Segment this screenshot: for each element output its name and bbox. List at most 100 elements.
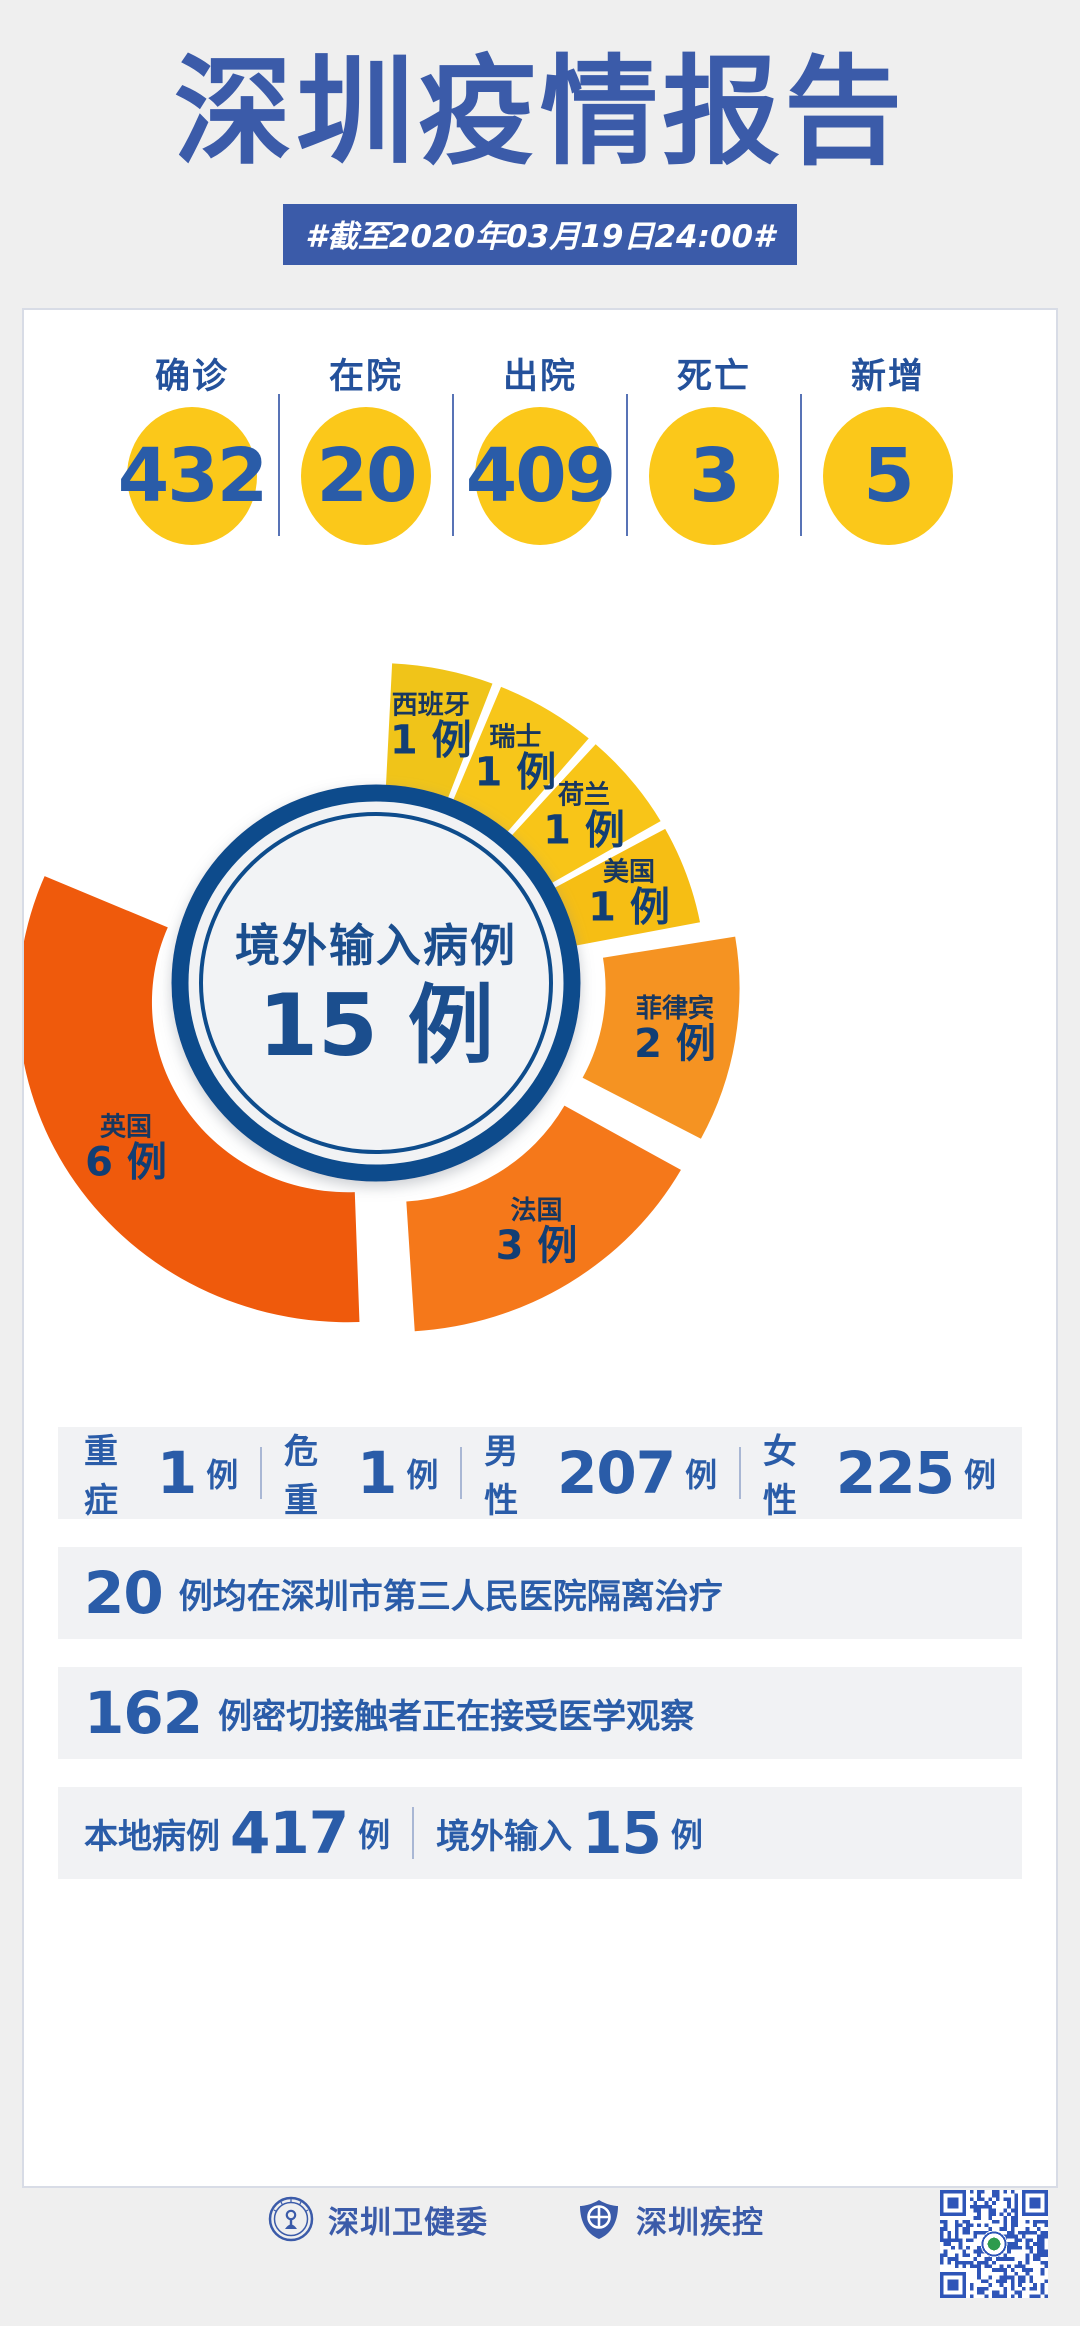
info-label: 重症 <box>84 1432 118 1521</box>
stat-deaths: 死亡 3 <box>628 348 800 545</box>
brand-label: 深圳疾控 <box>636 2204 764 2241</box>
info-divider <box>460 1447 463 1499</box>
cdc-shield-icon <box>580 2200 618 2239</box>
stat-value: 432 <box>117 433 268 519</box>
stat-circle: 3 <box>649 407 779 545</box>
info-text: 例均在深圳市第三人民医院隔离治疗 <box>178 1576 723 1617</box>
slice-country-label: 美国 <box>603 856 655 887</box>
stat-value: 3 <box>689 433 740 519</box>
donut-center-hub: 境外输入病例 15 例 <box>171 784 581 1182</box>
donut-slice-labels: 西班牙1 例瑞士1 例荷兰1 例美国1 例菲律宾2 例法国3 例英国6 例 <box>85 690 716 1269</box>
slice-country-label: 法国 <box>511 1196 563 1226</box>
brand-health-commission: 深圳卫健委 <box>268 2196 488 2242</box>
donut-slice-英国[interactable] <box>24 876 360 1323</box>
info-unit: 例 <box>963 1456 996 1494</box>
stat-divider <box>626 394 628 536</box>
donut-svg: 境外输入病例 15 例 西班牙1 例瑞士1 例荷兰1 例美国1 例菲律宾2 例法… <box>24 663 740 1332</box>
slice-count-label: 6 例 <box>85 1140 167 1186</box>
brand-label: 深圳卫健委 <box>328 2204 488 2241</box>
stat-value: 409 <box>465 433 616 519</box>
imported-cases-donut-chart: 境外输入病例 15 例 西班牙 1 例瑞士 1 例荷兰 1 例美国 1 例菲律宾 2 例法… <box>24 563 1060 1423</box>
stat-circle: 432 <box>118 407 268 545</box>
qr-code-icon[interactable] <box>940 2190 1048 2303</box>
stat-in-hospital: 在院 20 <box>280 348 452 545</box>
donut-slice-瑞士[interactable] <box>450 686 589 838</box>
info-row-severity-gender: 重症 1 例 危重 1 例 男性 207 例 女性 225 例 <box>58 1427 1022 1521</box>
info-unit: 例 <box>685 1456 718 1494</box>
info-value: 1 <box>156 1439 197 1507</box>
info-row-local-vs-imported: 本地病例 417 例 境外输入 15 例 <box>58 1787 1022 1879</box>
donut-center-title: 境外输入病例 <box>235 919 517 972</box>
info-unit: 例 <box>206 1456 239 1494</box>
info-label: 境外输入 <box>436 1816 573 1857</box>
detail-info-list: 重症 1 例 危重 1 例 男性 207 例 女性 225 例 20 例均在深圳… <box>24 1427 1056 1879</box>
stat-label: 新增 <box>850 357 925 397</box>
content-card: 确诊 432 在院 20 出院 409 死亡 <box>22 308 1058 2188</box>
poster-header: 深圳疫情报告 #截至2020年03月19日24:00# <box>0 0 1080 266</box>
info-row-hospital-isolation: 20 例均在深圳市第三人民医院隔离治疗 <box>58 1547 1022 1639</box>
hub-inner-ring <box>199 812 553 1154</box>
slice-count-label: 3 例 <box>496 1223 578 1269</box>
slice-count-label: 1 例 <box>474 750 556 796</box>
stat-divider <box>800 394 802 536</box>
info-value: 15 <box>582 1799 662 1867</box>
donut-slices <box>24 663 740 1332</box>
donut-slice-美国[interactable] <box>547 828 701 947</box>
slice-count-label: 1 例 <box>543 808 625 854</box>
donut-center-value: 15 例 <box>258 976 494 1076</box>
info-divider <box>739 1447 741 1499</box>
stat-label: 出院 <box>502 357 577 397</box>
stat-confirmed: 确诊 432 <box>106 348 278 545</box>
slice-count-label: 1 例 <box>588 884 670 930</box>
qr-code-svg[interactable] <box>940 2190 1048 2298</box>
info-unit: 例 <box>406 1456 439 1494</box>
page-title: 深圳疫情报告 <box>173 43 906 181</box>
stat-label: 在院 <box>328 357 403 397</box>
slice-country-label: 英国 <box>100 1113 152 1143</box>
info-label: 男性 <box>484 1432 519 1521</box>
donut-slice-荷兰[interactable] <box>506 744 661 887</box>
info-unit: 例 <box>670 1816 703 1854</box>
slice-count-label: 2 例 <box>634 1021 716 1067</box>
footer-brands: 深圳卫健委 深圳疾控 <box>268 2196 852 2242</box>
stat-value: 20 <box>316 433 418 519</box>
poster-footer: 深圳卫健委 深圳疾控 <box>0 2190 1080 2310</box>
info-unit: 例 <box>358 1816 391 1854</box>
info-text: 例密切接触者正在接受医学观察 <box>218 1696 695 1737</box>
date-banner: #截至2020年03月19日24:00# <box>0 204 1080 266</box>
slice-country-label: 西班牙 <box>392 690 470 720</box>
donut-slice-西班牙[interactable] <box>385 663 493 806</box>
summary-stats-row: 确诊 432 在院 20 出院 409 死亡 <box>24 310 1056 545</box>
info-value: 207 <box>557 1439 676 1507</box>
stat-value: 5 <box>863 433 914 519</box>
stat-circle: 5 <box>823 407 953 545</box>
donut-slice-菲律宾[interactable] <box>582 936 740 1139</box>
brand-cdc: 深圳疾控 <box>576 2196 764 2242</box>
slice-count-label: 1 例 <box>390 717 472 763</box>
stat-divider <box>278 394 280 536</box>
donut-slice-法国[interactable] <box>406 1105 681 1332</box>
info-value: 162 <box>84 1679 203 1747</box>
stat-label: 确诊 <box>154 357 229 397</box>
info-divider <box>260 1447 263 1499</box>
slice-country-label: 瑞士 <box>489 723 541 753</box>
info-value: 417 <box>230 1799 349 1867</box>
info-label: 危重 <box>284 1432 319 1521</box>
info-label: 本地病例 <box>84 1816 220 1857</box>
info-label: 女性 <box>763 1432 797 1521</box>
info-divider <box>412 1807 415 1859</box>
stat-circle: 20 <box>301 407 431 545</box>
date-badge: #截至2020年03月19日24:00# <box>283 204 797 266</box>
stat-discharged: 出院 409 <box>454 348 626 545</box>
info-value: 20 <box>84 1559 164 1627</box>
slice-country-label: 荷兰 <box>558 781 610 811</box>
stat-circle: 409 <box>466 407 616 545</box>
slice-country-label: 菲律宾 <box>636 993 714 1024</box>
health-commission-emblem-icon <box>268 2196 314 2242</box>
info-value: 1 <box>356 1439 397 1507</box>
stat-divider <box>452 394 454 536</box>
info-row-close-contacts: 162 例密切接触者正在接受医学观察 <box>58 1667 1022 1759</box>
stat-label: 死亡 <box>676 357 751 397</box>
stat-new-cases: 新增 5 <box>802 348 974 545</box>
